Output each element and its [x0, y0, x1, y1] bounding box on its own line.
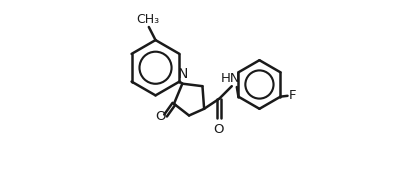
- Text: O: O: [156, 110, 166, 123]
- Text: O: O: [213, 123, 223, 136]
- Text: CH₃: CH₃: [136, 13, 160, 26]
- Text: N: N: [177, 67, 188, 81]
- Text: HN: HN: [221, 71, 241, 84]
- Text: F: F: [289, 89, 296, 102]
